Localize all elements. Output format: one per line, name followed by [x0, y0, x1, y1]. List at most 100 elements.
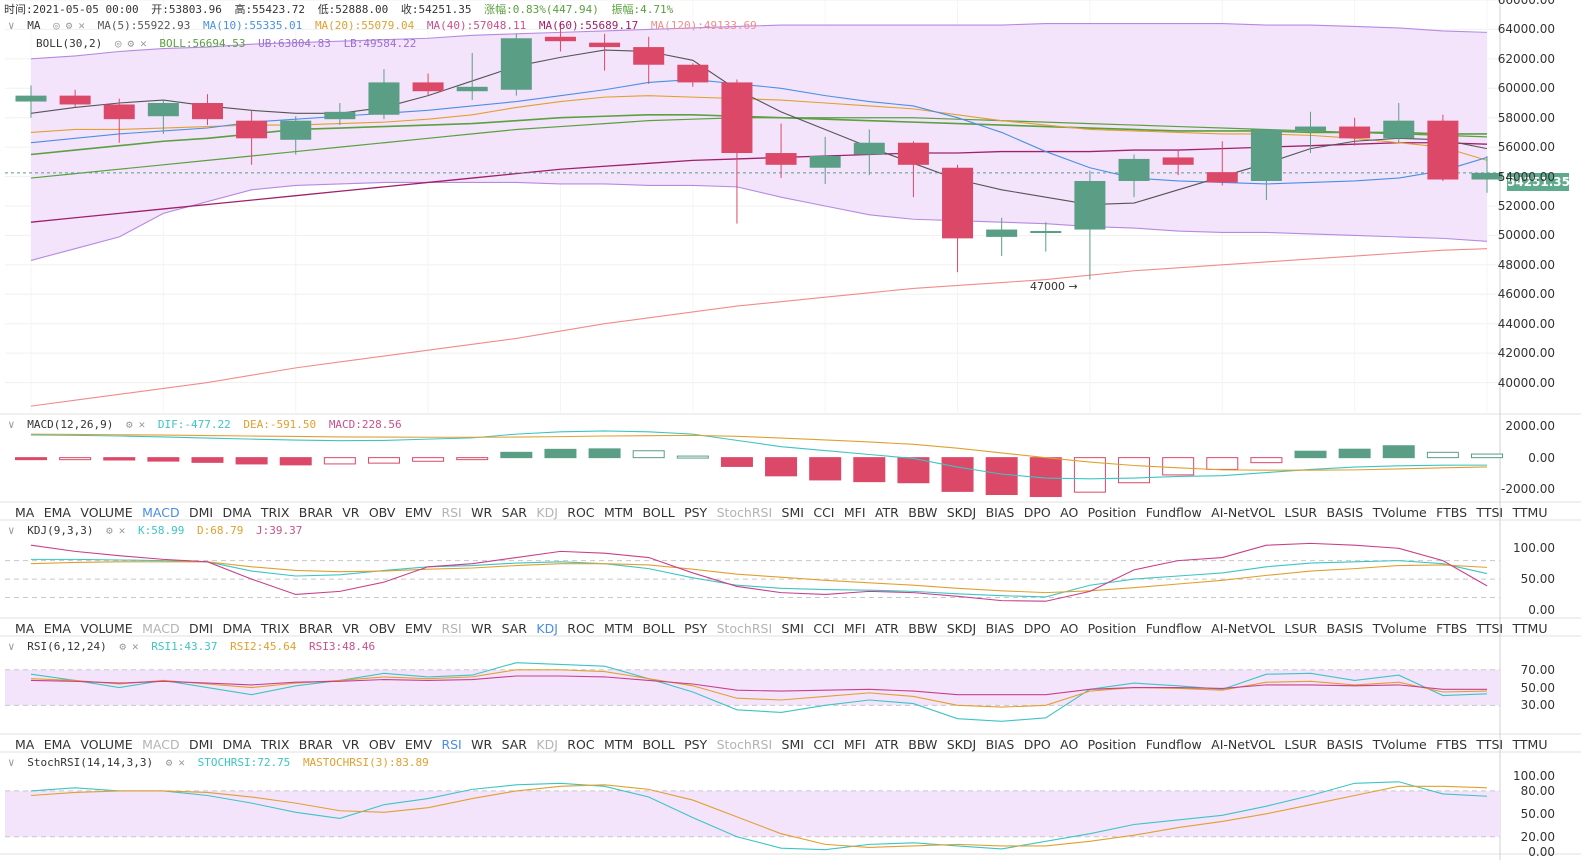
indicator-tab-mtm[interactable]: MTM: [603, 621, 634, 636]
indicator-tab-ao[interactable]: AO: [1060, 737, 1079, 752]
indicator-tab-boll[interactable]: BOLL: [642, 621, 675, 636]
indicator-tab-ma[interactable]: MA: [15, 621, 35, 636]
indicator-tab-tvolume[interactable]: TVolume: [1372, 737, 1427, 752]
indicator-tab-brar[interactable]: BRAR: [298, 737, 333, 752]
indicator-tab-ai-netvol[interactable]: AI-NetVOL: [1211, 621, 1275, 636]
indicator-tab-volume[interactable]: VOLUME: [80, 505, 133, 520]
indicator-tab-psy[interactable]: PSY: [684, 737, 708, 752]
indicator-tab-ftbs[interactable]: FTBS: [1436, 621, 1468, 636]
indicator-tab-tvolume[interactable]: TVolume: [1372, 621, 1427, 636]
indicator-tab-lsur[interactable]: LSUR: [1284, 621, 1318, 636]
indicator-tab-tvolume[interactable]: TVolume: [1372, 505, 1427, 520]
indicator-tab-ai-netvol[interactable]: AI-NetVOL: [1211, 737, 1275, 752]
indicator-tab-ai-netvol[interactable]: AI-NetVOL: [1211, 505, 1275, 520]
close-icon[interactable]: ✕: [118, 524, 126, 537]
indicator-tab-mfi[interactable]: MFI: [843, 737, 866, 752]
indicator-tab-atr[interactable]: ATR: [874, 737, 899, 752]
eye-icon[interactable]: ◎: [53, 19, 60, 32]
indicator-tab-dma[interactable]: DMA: [222, 737, 252, 752]
indicator-tab-obv[interactable]: OBV: [368, 737, 396, 752]
indicator-tab-sar[interactable]: SAR: [501, 505, 527, 520]
indicator-tab-stochrsi[interactable]: StochRSI: [716, 505, 773, 520]
collapse-icon[interactable]: ∨: [8, 524, 15, 537]
settings-icon[interactable]: ⚙: [127, 37, 135, 50]
indicator-tab-wr[interactable]: WR: [471, 505, 493, 520]
indicator-tab-bbw[interactable]: BBW: [908, 505, 938, 520]
indicator-tab-roc[interactable]: ROC: [567, 621, 595, 636]
indicator-tab-bias[interactable]: BIAS: [985, 737, 1015, 752]
collapse-icon[interactable]: ∨: [8, 418, 15, 431]
indicator-tab-psy[interactable]: PSY: [684, 621, 708, 636]
indicator-tab-ma[interactable]: MA: [15, 737, 35, 752]
indicator-tab-boll[interactable]: BOLL: [642, 505, 675, 520]
indicator-tab-smi[interactable]: SMI: [781, 737, 804, 752]
indicator-tab-ttsi[interactable]: TTSI: [1476, 737, 1504, 752]
indicator-tab-macd[interactable]: MACD: [142, 737, 180, 752]
indicator-tab-sar[interactable]: SAR: [501, 621, 527, 636]
indicator-tab-mtm[interactable]: MTM: [603, 505, 634, 520]
indicator-tab-ftbs[interactable]: FTBS: [1436, 737, 1468, 752]
indicator-tab-rsi[interactable]: RSI: [441, 737, 462, 752]
collapse-icon[interactable]: ∨: [8, 19, 15, 32]
indicator-tab-ttmu[interactable]: TTMU: [1512, 505, 1548, 520]
eye-icon[interactable]: ◎: [114, 37, 122, 50]
indicator-tab-obv[interactable]: OBV: [368, 505, 396, 520]
indicator-tab-dmi[interactable]: DMI: [188, 621, 214, 636]
indicator-tab-kdj[interactable]: KDJ: [536, 737, 558, 752]
indicator-tab-mfi[interactable]: MFI: [843, 621, 866, 636]
indicator-tab-vr[interactable]: VR: [342, 505, 360, 520]
indicator-tab-position[interactable]: Position: [1087, 621, 1137, 636]
collapse-icon[interactable]: ∨: [8, 756, 15, 769]
indicator-tab-basis[interactable]: BASIS: [1326, 621, 1364, 636]
indicator-tab-position[interactable]: Position: [1087, 737, 1137, 752]
indicator-tab-skdj[interactable]: SKDJ: [946, 737, 977, 752]
indicator-tab-emv[interactable]: EMV: [404, 621, 433, 636]
indicator-tab-obv[interactable]: OBV: [368, 621, 396, 636]
indicator-tab-bbw[interactable]: BBW: [908, 737, 938, 752]
indicator-tab-kdj[interactable]: KDJ: [536, 505, 558, 520]
indicator-tab-bbw[interactable]: BBW: [908, 621, 938, 636]
indicator-tab-volume[interactable]: VOLUME: [80, 621, 133, 636]
indicator-tab-stochrsi[interactable]: StochRSI: [716, 737, 773, 752]
indicator-tab-dma[interactable]: DMA: [222, 621, 252, 636]
settings-icon[interactable]: ⚙: [65, 19, 73, 32]
indicator-tab-fundflow[interactable]: Fundflow: [1145, 621, 1202, 636]
indicator-tab-cci[interactable]: CCI: [813, 505, 835, 520]
indicator-tab-cci[interactable]: CCI: [813, 737, 835, 752]
indicator-tab-vr[interactable]: VR: [342, 621, 360, 636]
indicator-tab-rsi[interactable]: RSI: [441, 505, 462, 520]
close-icon[interactable]: ✕: [140, 37, 147, 50]
indicator-tab-position[interactable]: Position: [1087, 505, 1137, 520]
indicator-tab-ttsi[interactable]: TTSI: [1476, 505, 1504, 520]
collapse-icon[interactable]: ∨: [8, 640, 15, 653]
indicator-tab-macd[interactable]: MACD: [142, 505, 180, 520]
settings-icon[interactable]: ⚙: [165, 756, 173, 769]
indicator-tab-volume[interactable]: VOLUME: [80, 737, 133, 752]
indicator-tab-roc[interactable]: ROC: [567, 737, 595, 752]
indicator-tab-emv[interactable]: EMV: [404, 505, 433, 520]
indicator-tab-basis[interactable]: BASIS: [1326, 505, 1364, 520]
indicator-tab-lsur[interactable]: LSUR: [1284, 737, 1318, 752]
indicator-tab-vr[interactable]: VR: [342, 737, 360, 752]
settings-icon[interactable]: ⚙: [119, 640, 126, 653]
indicator-tab-lsur[interactable]: LSUR: [1284, 505, 1318, 520]
close-icon[interactable]: ✕: [138, 418, 146, 431]
indicator-tab-ma[interactable]: MA: [15, 505, 35, 520]
indicator-tab-kdj[interactable]: KDJ: [536, 621, 558, 636]
indicator-tab-atr[interactable]: ATR: [874, 621, 899, 636]
indicator-tab-fundflow[interactable]: Fundflow: [1145, 737, 1202, 752]
indicator-tab-trix[interactable]: TRIX: [260, 621, 290, 636]
indicator-tab-ao[interactable]: AO: [1060, 621, 1079, 636]
indicator-tab-cci[interactable]: CCI: [813, 621, 835, 636]
indicator-tab-stochrsi[interactable]: StochRSI: [716, 621, 773, 636]
close-icon[interactable]: ✕: [178, 756, 185, 769]
indicator-tab-roc[interactable]: ROC: [567, 505, 595, 520]
indicator-tab-atr[interactable]: ATR: [874, 505, 899, 520]
indicator-tab-psy[interactable]: PSY: [684, 505, 708, 520]
indicator-tab-dmi[interactable]: DMI: [188, 737, 214, 752]
indicator-tab-mfi[interactable]: MFI: [843, 505, 866, 520]
indicator-tab-brar[interactable]: BRAR: [298, 505, 333, 520]
close-icon[interactable]: ✕: [131, 640, 139, 653]
indicator-tab-ema[interactable]: EMA: [43, 737, 71, 752]
indicator-tab-brar[interactable]: BRAR: [298, 621, 333, 636]
